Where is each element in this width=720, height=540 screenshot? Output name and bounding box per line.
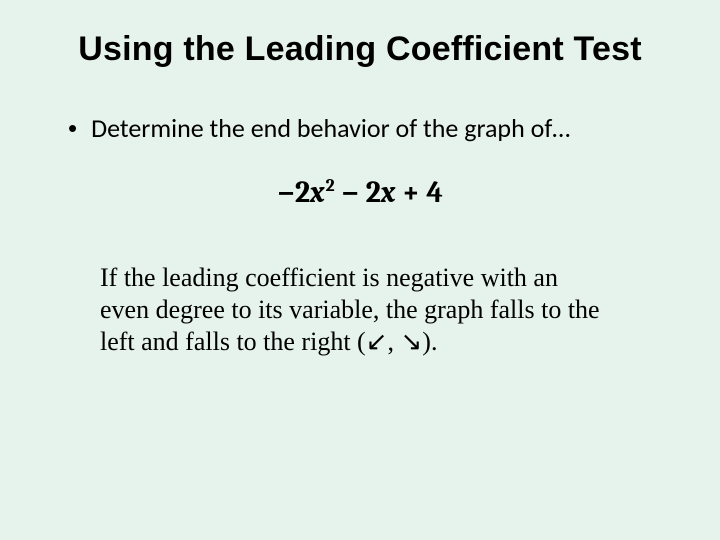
explanation-line2: even degree to its variable, the graph f…	[100, 295, 600, 324]
slide-container: Using the Leading Coefficient Test • Det…	[0, 0, 720, 540]
bullet-text: Determine the end behavior of the graph …	[91, 112, 570, 144]
explanation-line3-pre: left and falls to the right (	[100, 327, 366, 356]
bullet-marker-icon: •	[68, 112, 77, 144]
slide-title: Using the Leading Coefficient Test	[0, 30, 720, 69]
explanation-line3-post: ).	[422, 327, 437, 356]
eq-var2: x	[381, 175, 395, 210]
arrow-down-right-icon: ↘	[401, 327, 423, 356]
bullet-row: • Determine the end behavior of the grap…	[68, 112, 668, 144]
eq-exp1: 2	[326, 175, 335, 196]
eq-coef1: 2	[295, 175, 310, 210]
eq-neg1: −	[277, 175, 295, 210]
eq-op2: +	[395, 175, 426, 210]
eq-var1: x	[310, 175, 324, 210]
arrow-down-left-icon: ↙	[366, 327, 388, 356]
explanation-line1: If the leading coefficient is negative w…	[100, 263, 558, 292]
eq-op1: −	[335, 175, 366, 210]
eq-const: 4	[426, 175, 443, 210]
explanation-comma: ,	[388, 327, 401, 356]
equation: −2x2 − 2x + 4	[0, 175, 720, 210]
explanation-paragraph: If the leading coefficient is negative w…	[100, 262, 640, 358]
eq-coef2: 2	[366, 175, 381, 210]
